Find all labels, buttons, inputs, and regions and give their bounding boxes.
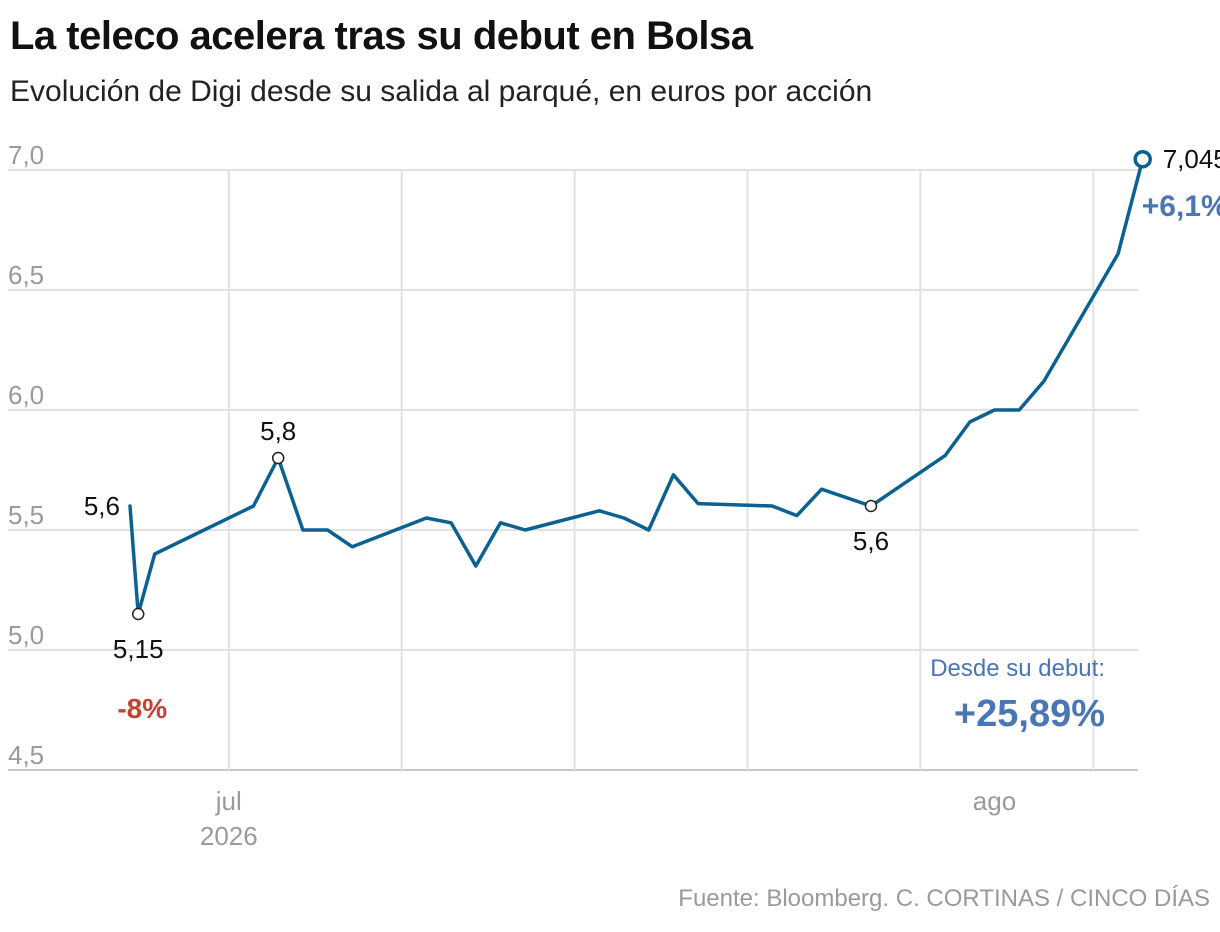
y-tick-label: 7,0 — [8, 140, 44, 170]
last-point-marker — [1133, 149, 1152, 169]
summary-value: +25,89% — [954, 693, 1105, 735]
y-tick-label: 5,0 — [8, 620, 44, 650]
data-label: 5,15 — [113, 634, 164, 664]
x-tick-label: ago — [973, 786, 1016, 816]
change-callout-positive: +6,1% — [1142, 190, 1220, 223]
y-tick-label: 4,5 — [8, 740, 44, 770]
chart-subtitle: Evolución de Digi desde su salida al par… — [10, 75, 873, 108]
y-tick-label: 6,5 — [8, 260, 44, 290]
price-line — [128, 157, 1145, 616]
data-label: 5,8 — [260, 416, 296, 446]
x-tick-sublabel: 2026 — [200, 821, 258, 851]
data-label: 5,6 — [84, 491, 120, 521]
chart-title: La teleco acelera tras su debut en Bolsa — [10, 14, 753, 58]
point-marker — [864, 499, 878, 513]
point-marker — [131, 607, 145, 621]
y-tick-label: 5,5 — [8, 500, 44, 530]
change-callout-negative: -8% — [117, 693, 167, 724]
summary-label: Desde su debut: — [930, 655, 1105, 682]
point-marker — [271, 451, 285, 465]
source-credit: Fuente: Bloomberg. C. CORTINAS / CINCO D… — [678, 885, 1210, 912]
y-tick-label: 6,0 — [8, 380, 44, 410]
x-tick-label: jul — [215, 786, 242, 816]
data-label: 5,6 — [853, 526, 889, 556]
data-label: 7,045 — [1163, 144, 1220, 174]
